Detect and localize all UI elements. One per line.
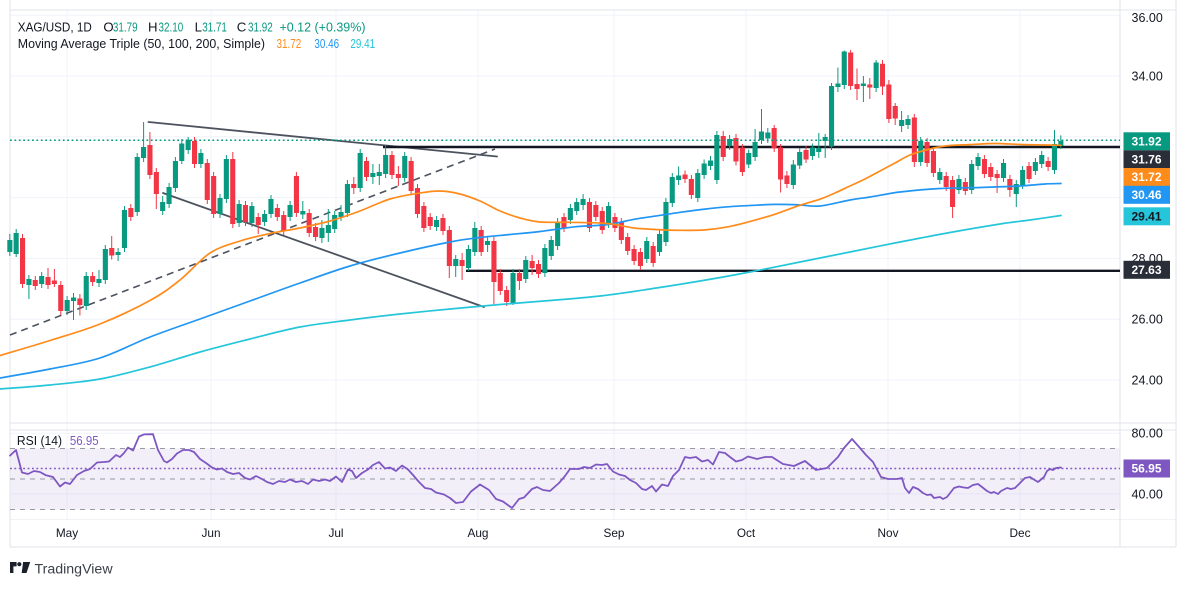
svg-text:30.46: 30.46 [1131, 188, 1161, 202]
svg-text:31.92: 31.92 [248, 20, 273, 35]
svg-text:36.00: 36.00 [1132, 11, 1163, 25]
svg-text:24.00: 24.00 [1132, 373, 1163, 387]
svg-text:RSI (14): RSI (14) [17, 433, 62, 448]
svg-text:56.95: 56.95 [70, 433, 99, 448]
svg-text:31.71: 31.71 [202, 20, 227, 35]
svg-text:26.00: 26.00 [1132, 313, 1163, 327]
svg-text:40.00: 40.00 [1132, 487, 1163, 501]
svg-text:H: H [148, 20, 158, 35]
svg-text:Nov: Nov [878, 526, 899, 540]
svg-text:Jun: Jun [201, 526, 220, 540]
svg-text:Jul: Jul [328, 526, 343, 540]
svg-text:34.00: 34.00 [1132, 69, 1163, 83]
svg-text:+0.12 (+0.39%): +0.12 (+0.39%) [280, 20, 366, 35]
svg-text:29.41: 29.41 [1131, 210, 1161, 224]
svg-text:Sep: Sep [604, 526, 625, 540]
svg-text:L: L [195, 20, 202, 35]
svg-text:TradingView: TradingView [35, 562, 114, 578]
svg-text:Aug: Aug [468, 526, 489, 540]
svg-text:C: C [237, 20, 247, 35]
svg-text:Dec: Dec [1010, 526, 1031, 540]
svg-text:27.63: 27.63 [1131, 263, 1161, 277]
svg-text:Moving Average Triple (50, 100: Moving Average Triple (50, 100, 200, Sim… [18, 36, 265, 51]
svg-text:56.95: 56.95 [1131, 462, 1161, 476]
svg-text:31.76: 31.76 [1131, 153, 1161, 167]
svg-text:29.41: 29.41 [350, 36, 375, 51]
svg-text:O: O [103, 20, 113, 35]
svg-text:31.72: 31.72 [277, 36, 302, 51]
svg-text:31.92: 31.92 [1131, 135, 1161, 149]
svg-text:32.10: 32.10 [159, 20, 184, 35]
svg-text:XAG/USD, 1D: XAG/USD, 1D [18, 20, 92, 35]
svg-text:30.46: 30.46 [314, 36, 339, 51]
svg-text:31.79: 31.79 [113, 20, 138, 35]
svg-text:Oct: Oct [737, 526, 756, 540]
svg-text:31.72: 31.72 [1131, 170, 1161, 184]
svg-text:80.00: 80.00 [1132, 427, 1163, 441]
svg-text:May: May [56, 526, 78, 540]
